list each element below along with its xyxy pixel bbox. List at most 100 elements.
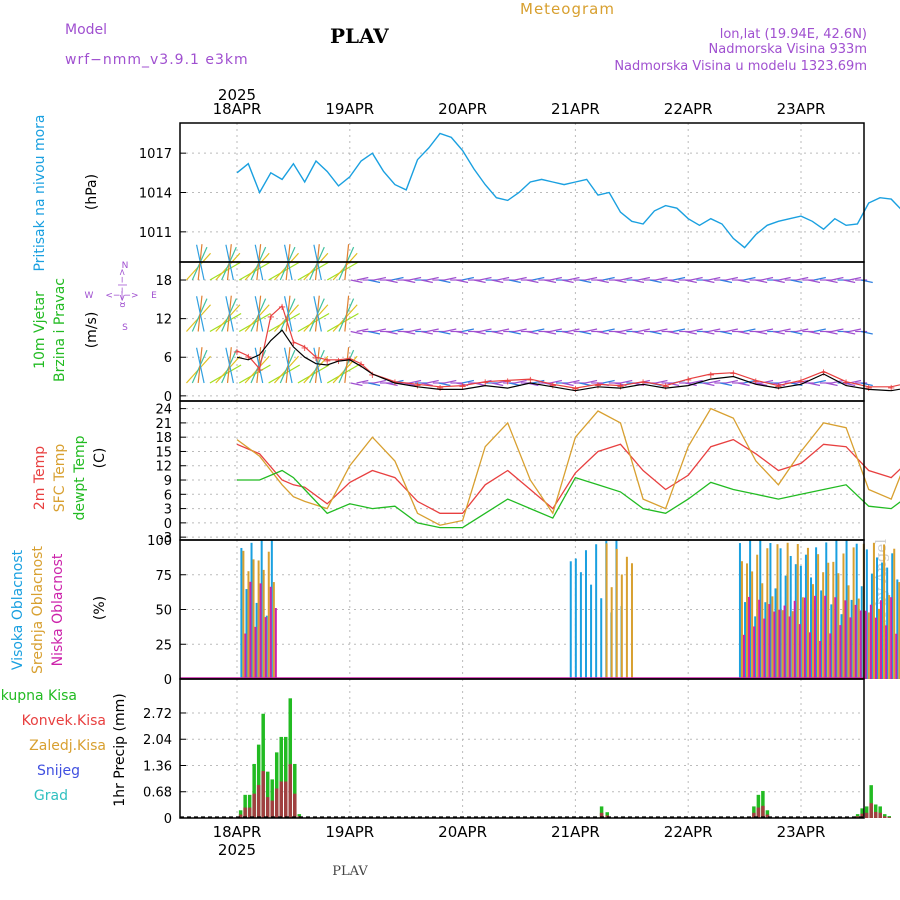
- cloud-bar: [766, 548, 769, 679]
- temp-unit-label: (C): [92, 448, 108, 469]
- cloud-bar: [753, 626, 756, 679]
- wind-arrow: [561, 279, 574, 284]
- cloud-bar: [610, 587, 613, 679]
- cloud-bar: [824, 595, 827, 679]
- day-label-bottom: 23APR: [777, 823, 826, 841]
- cloud-bar: [845, 540, 848, 679]
- wind-arrow: [195, 296, 205, 332]
- wind-arrow: [313, 296, 322, 332]
- y-tick-label: 1017: [139, 147, 172, 162]
- wind-arrow: [708, 276, 721, 281]
- cloud-bar: [878, 608, 881, 679]
- wind-arrow: [737, 382, 750, 387]
- precip-conv-bar: [293, 793, 297, 818]
- wind-arrow: [254, 296, 264, 332]
- wind-gust-marker: +: [267, 312, 275, 323]
- wind-arrow: [796, 379, 809, 384]
- day-label-bottom: 18APR: [213, 823, 262, 841]
- wind-arrow: [614, 330, 627, 335]
- cloud-bar: [615, 548, 618, 679]
- wind-arrow: [585, 276, 598, 281]
- lonlat-label: lon,lat (19.94E, 42.6N): [720, 27, 867, 42]
- wind-gust-marker: +: [255, 365, 263, 376]
- precip-conv-bar: [252, 793, 256, 818]
- temp-dewpt-label: dewpt Temp: [72, 435, 88, 520]
- cloud-bar: [842, 553, 845, 679]
- wind-arrow: [778, 328, 791, 333]
- cloud-bar: [761, 583, 764, 679]
- wind-arrow: [561, 330, 574, 335]
- wind-arrow: [649, 279, 662, 284]
- cloud-bar: [779, 548, 782, 679]
- wind-arrow: [462, 276, 475, 281]
- cloud-bar: [794, 564, 797, 679]
- wind-arrow: [195, 347, 205, 384]
- wind-arrow: [708, 379, 721, 384]
- wind-arrow: [843, 279, 856, 284]
- wind-arrow: [684, 279, 697, 284]
- wind-arrow: [813, 328, 826, 333]
- wind-arrow: [497, 328, 510, 333]
- wind-key-s: S: [122, 323, 128, 333]
- wind-arrow: [702, 279, 715, 284]
- wind-arrow: [772, 279, 785, 284]
- precip-conv-bar: [864, 812, 869, 818]
- wind-gust-marker: +: [481, 378, 489, 389]
- wind-gust-marker: +: [661, 382, 669, 393]
- wind-arrow: [479, 276, 492, 281]
- day-label-top: 21APR: [551, 100, 600, 118]
- precip-legend-0: Ukupna Kisa: [0, 688, 77, 704]
- cloud-low-label: Niska Oblacnost: [50, 553, 66, 666]
- wind-arrow: [409, 328, 422, 333]
- y-tick-label: 2.72: [143, 707, 172, 722]
- wind-gust-marker: +: [368, 370, 376, 381]
- day-label-bottom: 19APR: [325, 823, 374, 841]
- wind-arrow: [456, 330, 469, 335]
- cloud-unit-label: (%): [92, 596, 108, 620]
- precip-conv-bar: [873, 811, 878, 818]
- wind-key-arrows: <−|−>: [105, 291, 138, 301]
- wind-arrow: [532, 328, 545, 333]
- cloud-bar: [869, 604, 872, 679]
- wind-arrow: [737, 279, 750, 284]
- wind-arrow: [385, 330, 398, 335]
- cloud-bar: [270, 540, 273, 679]
- precip-unit-label: 1hr Precip (mm): [112, 693, 128, 806]
- wind-arrow: [374, 328, 387, 333]
- wind-gust-marker: +: [504, 376, 512, 387]
- wind-arrow: [350, 382, 363, 387]
- wind-arrow: [632, 279, 645, 284]
- precip-bar: [873, 804, 878, 818]
- cloud-bar: [773, 611, 776, 679]
- cloud-bar: [825, 542, 828, 679]
- precip-conv-bar: [761, 805, 765, 818]
- cloud-bar: [776, 544, 779, 679]
- precip-bar: [599, 806, 604, 818]
- wind-gust-marker: +: [549, 380, 557, 391]
- wind-arrow: [532, 276, 545, 281]
- wind-arrow: [667, 382, 680, 387]
- wind-arrow: [620, 379, 633, 384]
- cloud-bar: [896, 579, 899, 679]
- cloud-bar: [891, 553, 894, 679]
- day-label-top: 19APR: [325, 100, 374, 118]
- cloud-bar: [245, 589, 248, 679]
- wind-gust-line: [236, 304, 900, 389]
- cloud-mid-label: Srednja Oblacnost: [30, 546, 46, 674]
- wind-arrow: [720, 382, 733, 387]
- precip-conv-bar: [855, 816, 860, 818]
- y-tick-label: 2.04: [143, 733, 172, 748]
- wind-arrow: [368, 279, 381, 284]
- cloud-bar: [240, 547, 243, 679]
- wind-arrow: [720, 330, 733, 335]
- pressure-axis-title: Pritisak na nivou mora: [32, 114, 48, 271]
- wind-arrow: [632, 330, 645, 335]
- wind-gust-marker: +: [864, 383, 872, 394]
- precip-bar: [860, 808, 864, 818]
- wind-arrow: [374, 379, 387, 384]
- wind-gust-marker: +: [774, 382, 782, 393]
- y-tick-label: 15: [155, 445, 172, 460]
- wind-gust-marker: +: [436, 383, 444, 394]
- wind-arrow: [860, 382, 873, 387]
- cloud-bar: [763, 618, 766, 679]
